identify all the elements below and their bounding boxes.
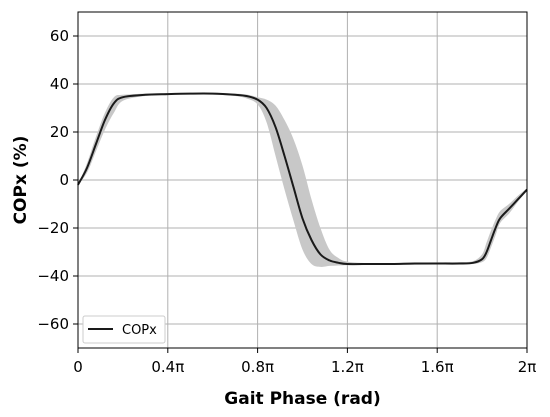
legend-entry: COPx bbox=[122, 323, 157, 338]
y-tick-label: −60 bbox=[37, 315, 69, 333]
y-tick-label: −20 bbox=[37, 219, 69, 237]
y-tick-label: 20 bbox=[50, 123, 69, 141]
x-tick-label: 1.2π bbox=[331, 358, 364, 376]
confidence-band bbox=[78, 92, 527, 267]
x-tick-label: 0.8π bbox=[241, 358, 274, 376]
y-tick-label: 60 bbox=[50, 27, 69, 45]
y-tick-label: 0 bbox=[59, 171, 69, 189]
x-axis-label: Gait Phase (rad) bbox=[224, 389, 380, 409]
legend: COPx bbox=[82, 315, 166, 344]
legend-box bbox=[82, 315, 166, 344]
y-tick-label: 40 bbox=[50, 75, 69, 93]
x-tick-label: 1.6π bbox=[421, 358, 454, 376]
series-line-copx bbox=[77, 92, 528, 266]
y-tick-label: −40 bbox=[37, 267, 69, 285]
y-axis-label: COPx (%) bbox=[11, 136, 31, 225]
series-line-layer bbox=[77, 92, 528, 266]
x-tick-label: 2π bbox=[518, 358, 537, 376]
x-axis-ticks: 0 0.4π 0.8π 1.2π 1.6π 2π bbox=[73, 348, 536, 376]
x-tick-label: 0.4π bbox=[151, 358, 184, 376]
y-axis-ticks: −60 −40 −20 0 20 40 60 bbox=[37, 27, 78, 333]
x-tick-label: 0 bbox=[73, 358, 83, 376]
confidence-band-layer bbox=[78, 92, 527, 267]
